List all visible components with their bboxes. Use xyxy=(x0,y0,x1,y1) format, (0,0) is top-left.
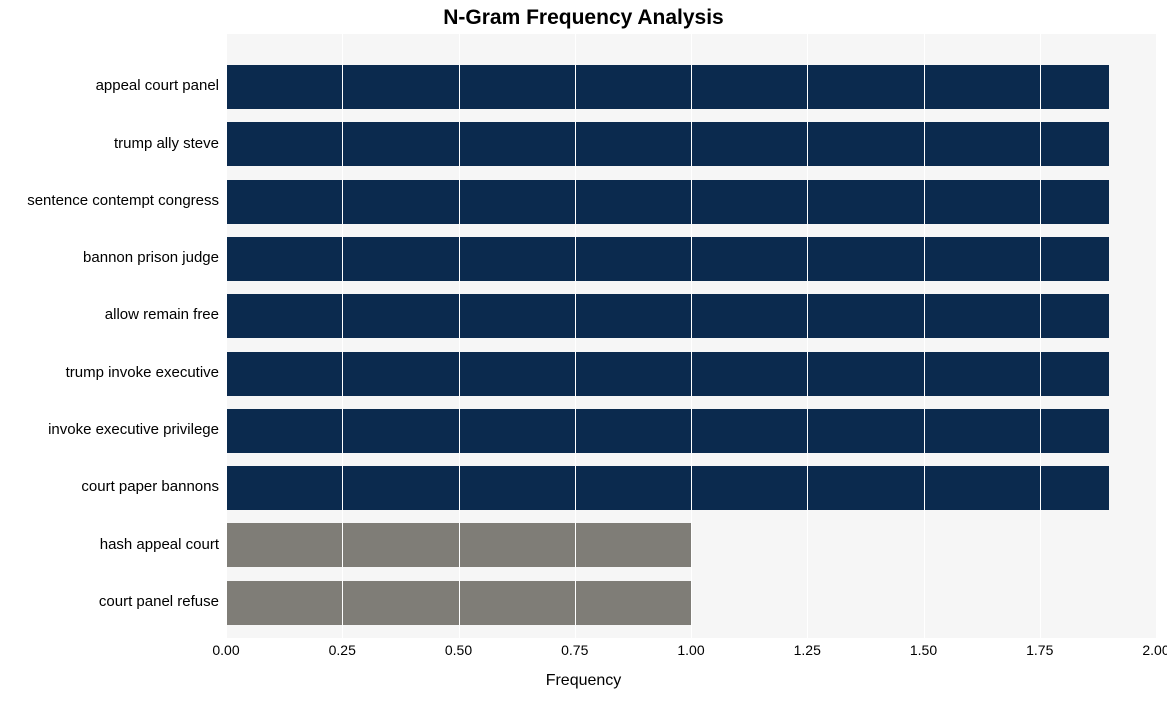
y-tick-label: sentence contempt congress xyxy=(1,192,219,209)
gridline xyxy=(342,34,343,638)
y-tick-label: appeal court panel xyxy=(1,77,219,94)
x-tick-label: 0.50 xyxy=(429,642,489,658)
x-tick-label: 2.00 xyxy=(1126,642,1167,658)
x-tick-label: 1.00 xyxy=(661,642,721,658)
x-tick-label: 1.25 xyxy=(777,642,837,658)
gridline xyxy=(1040,34,1041,638)
y-tick-label: trump ally steve xyxy=(1,135,219,152)
bar xyxy=(226,65,1109,109)
y-tick-label: court paper bannons xyxy=(1,478,219,495)
x-tick-label: 0.25 xyxy=(312,642,372,658)
bar xyxy=(226,466,1109,510)
plot-area xyxy=(226,34,1156,638)
y-tick-label: allow remain free xyxy=(1,306,219,323)
y-tick-label: invoke executive privilege xyxy=(1,421,219,438)
y-tick-label: trump invoke executive xyxy=(1,364,219,381)
gridline xyxy=(226,34,227,638)
x-axis-label: Frequency xyxy=(0,672,1167,690)
chart-title: N-Gram Frequency Analysis xyxy=(0,6,1167,30)
y-tick-label: bannon prison judge xyxy=(1,249,219,266)
gridline xyxy=(1156,34,1157,638)
gridline xyxy=(575,34,576,638)
x-tick-label: 0.00 xyxy=(196,642,256,658)
x-tick-label: 1.50 xyxy=(894,642,954,658)
gridline xyxy=(924,34,925,638)
bar xyxy=(226,352,1109,396)
gridline xyxy=(691,34,692,638)
bar xyxy=(226,409,1109,453)
bar xyxy=(226,237,1109,281)
y-tick-label: court panel refuse xyxy=(1,593,219,610)
gridline xyxy=(807,34,808,638)
x-tick-label: 1.75 xyxy=(1010,642,1070,658)
bar xyxy=(226,180,1109,224)
y-tick-label: hash appeal court xyxy=(1,536,219,553)
x-tick-label: 0.75 xyxy=(545,642,605,658)
ngram-frequency-chart: N-Gram Frequency Analysis Frequency 0.00… xyxy=(0,0,1167,701)
bar xyxy=(226,294,1109,338)
bar xyxy=(226,122,1109,166)
gridline xyxy=(459,34,460,638)
